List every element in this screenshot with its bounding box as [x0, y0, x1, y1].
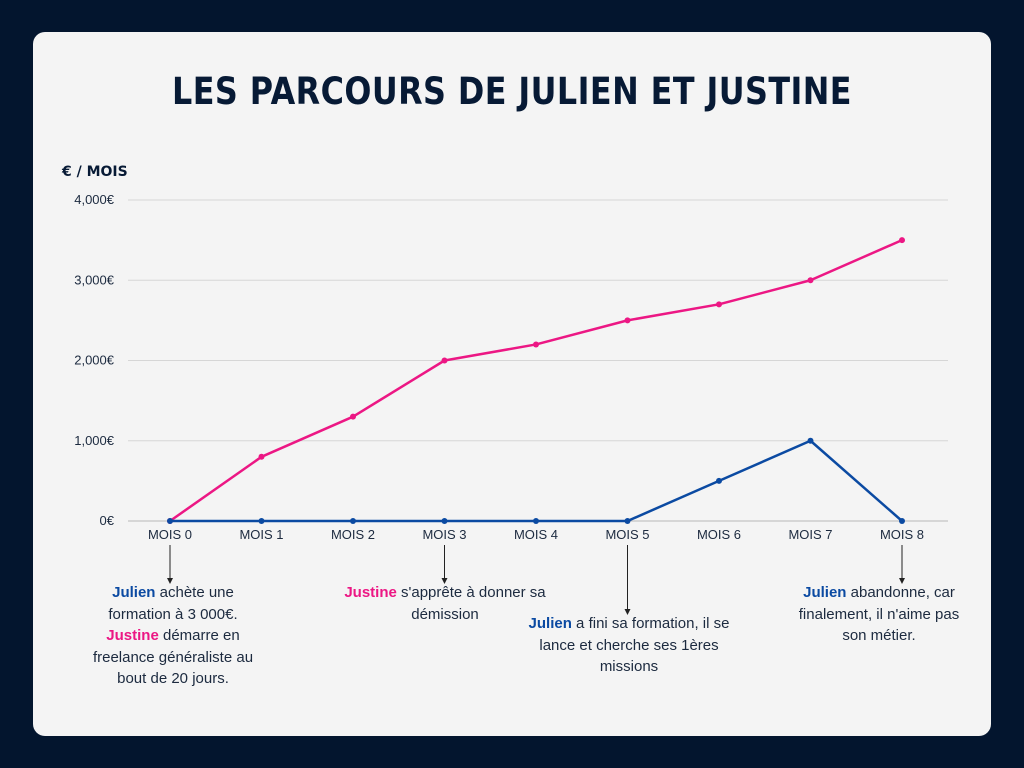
- annotation-text: abandonne, car finalement, il n'aime pas…: [798, 584, 960, 644]
- y-axis-title: € / MOIS: [62, 164, 128, 180]
- data-point: [899, 518, 905, 524]
- y-tick-label: 4,000€: [74, 192, 115, 207]
- x-tick-label: MOIS 6: [697, 527, 741, 542]
- annotation-arrow-head: [624, 609, 631, 615]
- data-point: [716, 301, 722, 308]
- annotation-arrow-head: [441, 578, 448, 584]
- y-tick-label: 2,000€: [74, 353, 115, 368]
- x-tick-label: MOIS 7: [788, 527, 832, 542]
- annotation-arrow-head: [899, 578, 905, 584]
- data-point: [807, 277, 814, 284]
- x-tick-label: MOIS 2: [331, 527, 375, 542]
- data-point: [441, 518, 448, 524]
- annotation-name-justine: Justine: [106, 627, 159, 644]
- y-tick-label: 1,000€: [74, 433, 115, 448]
- data-point: [167, 518, 173, 524]
- data-point: [258, 453, 265, 460]
- annotation-text: démarre en freelance généraliste au bout…: [92, 627, 254, 687]
- annotation-name-julien: Julien: [528, 615, 572, 632]
- chart-card: [33, 32, 991, 736]
- annotation-mois-5: Julien a fini sa formation, il se lance …: [528, 613, 730, 678]
- x-tick-label: MOIS 5: [605, 527, 649, 542]
- annotation-mois-8: Julien abandonne, car finalement, il n'a…: [788, 582, 970, 647]
- data-point: [899, 237, 905, 244]
- data-point: [807, 437, 814, 444]
- annotation-text: a fini sa formation, il se lance et cher…: [539, 615, 730, 675]
- x-tick-label: MOIS 1: [239, 527, 283, 542]
- annotation-name-julien: Julien: [112, 584, 156, 601]
- data-point: [350, 518, 356, 524]
- data-point: [441, 357, 448, 364]
- x-tick-label: MOIS 3: [422, 527, 466, 542]
- annotation-mois-3: Justine s'apprête à donner sa démission: [340, 582, 550, 625]
- annotation-name-justine: Justine: [344, 584, 397, 601]
- data-point: [716, 477, 722, 484]
- data-point: [624, 317, 631, 324]
- data-point: [258, 518, 265, 524]
- annotation-mois-0: Julien achète une formation à 3 000€. Ju…: [82, 582, 264, 690]
- data-point: [350, 413, 356, 420]
- series-line-1: [170, 439, 903, 523]
- y-tick-label: 3,000€: [74, 272, 115, 287]
- chart-title: LES PARCOURS DE JULIEN ET JUSTINE: [172, 70, 852, 113]
- x-tick-label: MOIS 0: [148, 527, 192, 542]
- y-tick-label: 0€: [100, 513, 115, 528]
- x-tick-label: MOIS 4: [514, 527, 558, 542]
- series-line-0: [169, 238, 903, 523]
- data-point: [624, 518, 631, 524]
- annotation-name-julien: Julien: [803, 584, 847, 601]
- data-point: [533, 341, 539, 348]
- data-point: [533, 518, 539, 524]
- x-tick-label: MOIS 8: [880, 527, 924, 542]
- annotation-arrow-head: [167, 578, 173, 584]
- annotation-text: s'apprête à donner sa démission: [396, 584, 546, 623]
- annotation-text: achète une formation à 3 000€.: [108, 584, 238, 623]
